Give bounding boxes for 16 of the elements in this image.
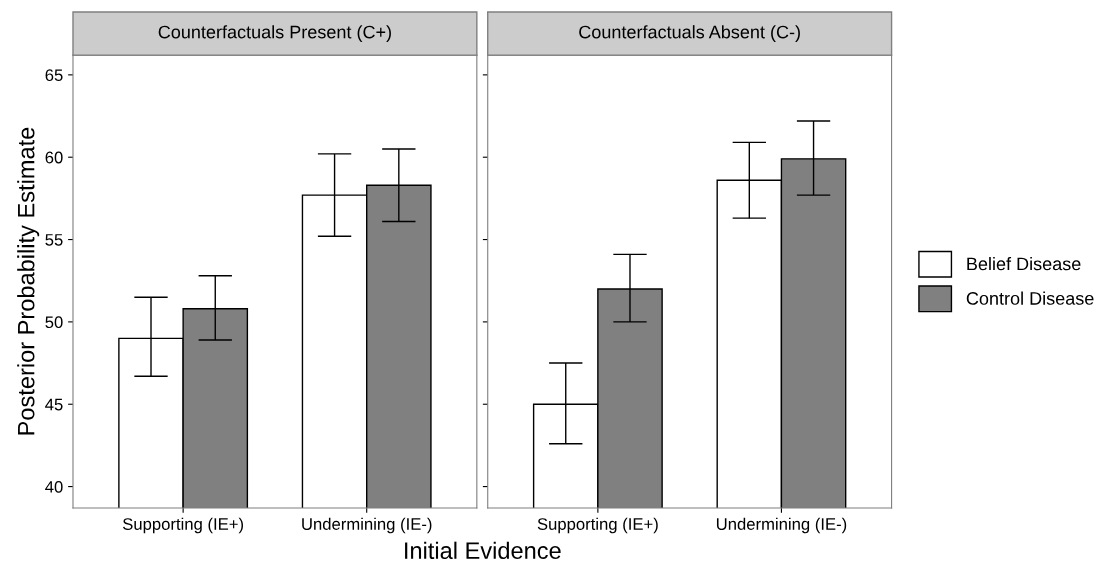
y-tick-label: 50 <box>45 316 63 329</box>
x-tick-label: Undermining (IE-) <box>302 517 432 534</box>
y-tick-label: 45 <box>45 398 63 411</box>
y-tick-label: 40 <box>45 480 63 493</box>
chart-title: Counterfactuals Present (C+) <box>158 25 391 42</box>
y-tick-label: 60 <box>45 151 63 164</box>
chart-title: Counterfactuals Absent (C-) <box>579 25 800 42</box>
x-axis-title: Initial Evidence <box>405 541 561 559</box>
x-tick-label: Supporting (IE+) <box>537 517 658 534</box>
x-tick-label: Undermining (IE-) <box>716 517 847 534</box>
y-tick-label: 55 <box>45 234 63 246</box>
legend-label: Control Disease <box>966 291 1094 305</box>
legend-label: Belief Disease <box>967 257 1081 271</box>
y-tick-label: 65 <box>45 69 63 82</box>
x-tick-label: Supporting (IE+) <box>122 517 244 534</box>
y-axis-title: Posterior Probability Estimate <box>17 127 40 435</box>
